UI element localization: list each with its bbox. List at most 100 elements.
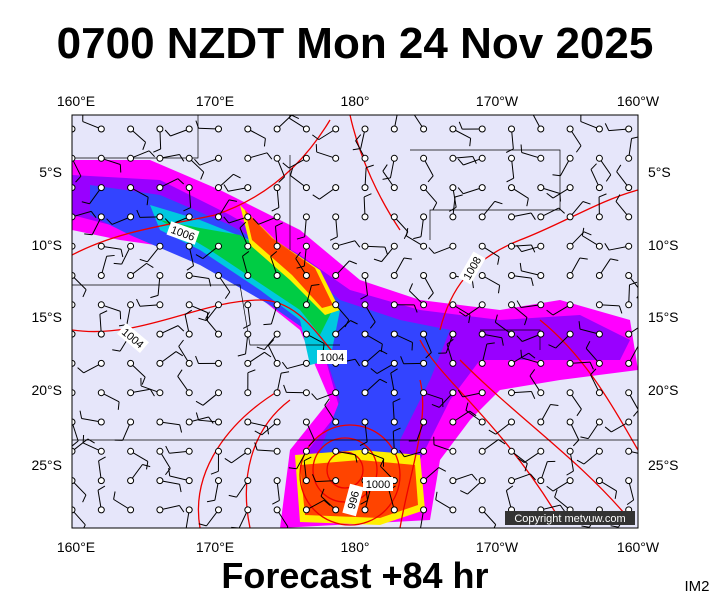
station bbox=[98, 360, 104, 366]
station bbox=[186, 126, 192, 132]
station bbox=[157, 273, 163, 279]
station bbox=[303, 126, 309, 132]
station bbox=[128, 507, 134, 513]
station bbox=[274, 448, 280, 454]
station bbox=[626, 155, 632, 161]
station bbox=[216, 331, 222, 337]
station bbox=[128, 390, 134, 396]
station bbox=[479, 360, 485, 366]
title: 0700 NZDT Mon 24 Nov 2025 bbox=[57, 19, 654, 68]
station bbox=[186, 273, 192, 279]
station bbox=[245, 448, 251, 454]
station bbox=[479, 331, 485, 337]
station bbox=[186, 185, 192, 191]
station bbox=[421, 302, 427, 308]
station bbox=[303, 448, 309, 454]
station bbox=[245, 390, 251, 396]
barb-flag bbox=[521, 144, 522, 152]
station bbox=[303, 185, 309, 191]
station bbox=[596, 155, 602, 161]
station bbox=[333, 390, 339, 396]
station bbox=[567, 331, 573, 337]
bottom-lon-label: 170°E bbox=[196, 539, 234, 555]
station bbox=[450, 390, 456, 396]
station bbox=[186, 214, 192, 220]
station bbox=[128, 214, 134, 220]
station bbox=[450, 331, 456, 337]
station bbox=[157, 448, 163, 454]
station bbox=[157, 243, 163, 249]
station bbox=[362, 185, 368, 191]
station bbox=[509, 360, 515, 366]
station bbox=[626, 419, 632, 425]
station bbox=[626, 273, 632, 279]
station bbox=[596, 478, 602, 484]
station bbox=[303, 302, 309, 308]
station bbox=[333, 331, 339, 337]
station bbox=[479, 273, 485, 279]
station bbox=[245, 478, 251, 484]
station bbox=[303, 390, 309, 396]
station bbox=[186, 331, 192, 337]
station bbox=[509, 126, 515, 132]
station bbox=[98, 302, 104, 308]
station bbox=[626, 126, 632, 132]
station bbox=[626, 448, 632, 454]
station bbox=[333, 185, 339, 191]
top-lon-label: 160°E bbox=[57, 93, 95, 109]
station bbox=[450, 243, 456, 249]
station bbox=[98, 243, 104, 249]
right-lat-label: 10°S bbox=[648, 237, 679, 253]
right-lat-label: 20°S bbox=[648, 382, 679, 398]
station bbox=[186, 478, 192, 484]
station bbox=[450, 214, 456, 220]
station bbox=[274, 273, 280, 279]
map-area bbox=[48, 105, 652, 533]
isobar-label: 1000 bbox=[363, 477, 393, 491]
station bbox=[216, 243, 222, 249]
station bbox=[98, 214, 104, 220]
station bbox=[186, 243, 192, 249]
station bbox=[216, 302, 222, 308]
station bbox=[391, 390, 397, 396]
station bbox=[128, 360, 134, 366]
station bbox=[391, 243, 397, 249]
station bbox=[216, 419, 222, 425]
station bbox=[450, 360, 456, 366]
station bbox=[274, 360, 280, 366]
station bbox=[157, 507, 163, 513]
right-lat-label: 25°S bbox=[648, 457, 679, 473]
station bbox=[479, 155, 485, 161]
station bbox=[186, 448, 192, 454]
station bbox=[98, 155, 104, 161]
station bbox=[216, 214, 222, 220]
station bbox=[567, 155, 573, 161]
station bbox=[362, 155, 368, 161]
station bbox=[421, 155, 427, 161]
station bbox=[421, 419, 427, 425]
station bbox=[303, 331, 309, 337]
station bbox=[421, 273, 427, 279]
station bbox=[479, 302, 485, 308]
station bbox=[596, 214, 602, 220]
top-lon-label: 160°W bbox=[617, 93, 660, 109]
station bbox=[538, 302, 544, 308]
station bbox=[567, 126, 573, 132]
station bbox=[186, 419, 192, 425]
station bbox=[128, 273, 134, 279]
station bbox=[450, 419, 456, 425]
station bbox=[567, 390, 573, 396]
station bbox=[128, 302, 134, 308]
station bbox=[362, 448, 368, 454]
station bbox=[567, 185, 573, 191]
station bbox=[509, 448, 515, 454]
station bbox=[421, 185, 427, 191]
top-lon-label: 180° bbox=[341, 93, 370, 109]
station bbox=[157, 214, 163, 220]
station bbox=[596, 360, 602, 366]
station bbox=[128, 155, 134, 161]
station bbox=[596, 390, 602, 396]
station bbox=[567, 360, 573, 366]
station bbox=[303, 243, 309, 249]
